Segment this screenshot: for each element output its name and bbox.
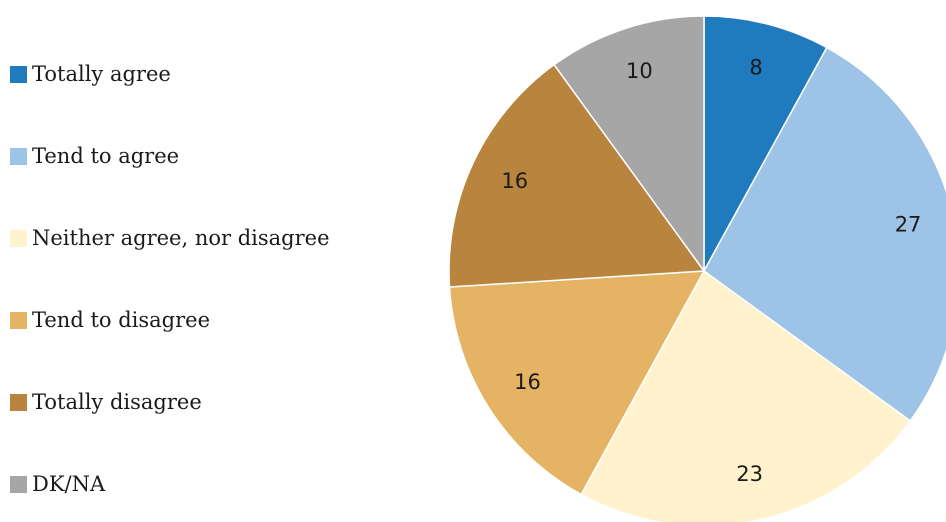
pie-slice (703, 15, 828, 272)
legend-item: Totally agree (10, 62, 171, 86)
legend-label: Tend to disagree (32, 308, 210, 332)
pie-slice (580, 269, 912, 522)
legend-label: DK/NA (32, 472, 106, 496)
slice-value-label: 23 (736, 462, 763, 486)
pie-slice (448, 270, 706, 496)
legend-swatch (10, 229, 27, 247)
legend-swatch (10, 65, 27, 83)
legend-swatch (10, 147, 27, 165)
slice-value-label: 10 (626, 59, 653, 83)
legend-swatch (10, 475, 27, 493)
legend-label: Neither agree, nor disagree (32, 226, 330, 250)
legend-item: DK/NA (10, 472, 105, 496)
slice-value-label: 8 (749, 55, 762, 79)
legend-swatch (10, 311, 27, 329)
legend-item: Tend to agree (10, 144, 179, 168)
legend-label: Totally disagree (32, 390, 202, 414)
legend-item: Totally disagree (10, 390, 202, 414)
pie-slice (448, 63, 706, 288)
slice-value-label: 27 (895, 212, 922, 236)
legend-swatch (10, 393, 27, 411)
chart-legend: Totally agree Tend to agree Neither agree,… (10, 0, 390, 522)
legend-label: Totally agree (32, 62, 171, 86)
pie-slice (553, 15, 705, 274)
legend-item: Tend to disagree (10, 308, 210, 332)
slice-value-label: 16 (514, 370, 541, 394)
legend-label: Tend to agree (32, 144, 180, 168)
slice-value-label: 16 (501, 169, 528, 193)
pie-slice (703, 46, 946, 422)
legend-item: Neither agree, nor disagree (10, 226, 330, 250)
